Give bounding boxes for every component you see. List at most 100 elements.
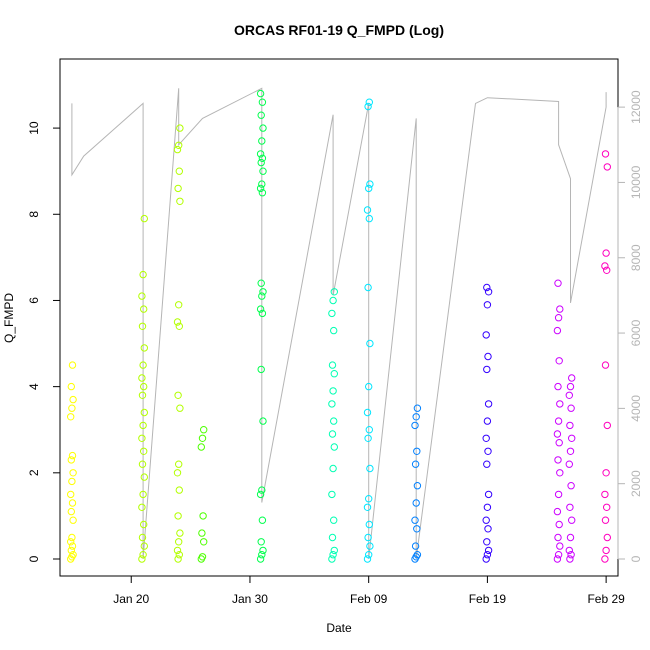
data-point xyxy=(68,451,77,460)
data-point xyxy=(258,309,267,318)
data-point xyxy=(328,555,336,563)
data-point xyxy=(69,516,77,524)
data-point xyxy=(138,460,147,468)
data-point xyxy=(365,426,373,434)
data-point xyxy=(484,288,493,296)
data-point xyxy=(68,477,76,486)
data-point xyxy=(138,503,146,511)
data-point xyxy=(363,503,372,511)
data-point xyxy=(329,296,337,305)
y2-tick-label: 10000 xyxy=(629,165,643,199)
data-point xyxy=(138,555,146,563)
data-point xyxy=(257,365,265,374)
chart-title: ORCAS RF01-19 Q_FMPD (Log) xyxy=(234,22,444,38)
data-point xyxy=(603,503,611,511)
data-point xyxy=(567,551,575,559)
data-point xyxy=(566,382,575,391)
data-point xyxy=(567,482,575,490)
data-point xyxy=(328,361,337,369)
data-point xyxy=(554,456,562,464)
data-point xyxy=(413,482,422,490)
data-point xyxy=(140,447,148,455)
data-point xyxy=(175,167,184,175)
data-point xyxy=(140,344,149,352)
data-point xyxy=(555,357,563,365)
data-point xyxy=(259,417,267,425)
data-point xyxy=(259,546,267,555)
data-point xyxy=(257,279,265,287)
data-point xyxy=(140,214,149,223)
data-point xyxy=(364,283,372,292)
data-point xyxy=(69,395,77,404)
data-point xyxy=(257,111,265,119)
y-tick-label: 2 xyxy=(27,469,41,476)
data-point xyxy=(556,305,564,313)
data-point xyxy=(556,542,564,550)
data-point xyxy=(174,555,182,563)
data-point xyxy=(139,421,147,430)
data-point xyxy=(603,533,611,542)
data-point xyxy=(140,473,149,481)
data-point xyxy=(198,529,206,537)
data-point xyxy=(365,214,373,223)
data-point xyxy=(556,469,564,477)
data-point xyxy=(553,326,562,335)
data-point xyxy=(68,533,76,542)
data-point xyxy=(482,516,490,524)
data-point xyxy=(175,322,184,330)
data-point xyxy=(413,551,422,559)
y2-tick-label: 12000 xyxy=(629,90,643,124)
data-point xyxy=(601,490,609,499)
data-point xyxy=(175,141,183,150)
data-point xyxy=(174,391,182,399)
data-point xyxy=(175,486,184,494)
data-point xyxy=(200,538,208,546)
x-axis: Jan 20 Jan 30 Feb 09 Feb 19 Feb 29 xyxy=(113,575,625,606)
data-point xyxy=(67,546,76,555)
data-point xyxy=(67,382,76,391)
data-point xyxy=(173,145,182,154)
data-point xyxy=(601,262,609,270)
data-point xyxy=(554,417,563,425)
data-point xyxy=(139,361,147,369)
data-point xyxy=(67,538,75,546)
data-point xyxy=(330,326,338,335)
data-point xyxy=(139,490,147,499)
data-point xyxy=(256,150,265,158)
data-point xyxy=(566,503,574,511)
data-point xyxy=(258,180,266,188)
data-point xyxy=(258,98,267,106)
data-point xyxy=(258,189,267,197)
data-point xyxy=(412,499,420,507)
data-point xyxy=(173,318,182,326)
data-point xyxy=(413,447,421,455)
data-point xyxy=(566,447,575,455)
data-point xyxy=(328,430,337,438)
data-point xyxy=(330,370,338,378)
data-point xyxy=(69,551,77,559)
data-point xyxy=(413,525,421,533)
data-point xyxy=(258,154,267,163)
data-point xyxy=(328,490,336,499)
data-point xyxy=(256,490,265,499)
data-point xyxy=(484,546,493,555)
data-point xyxy=(176,197,184,206)
data-point xyxy=(363,408,372,417)
data-point xyxy=(140,382,148,391)
data-point xyxy=(484,525,492,533)
data-point xyxy=(364,434,372,442)
data-point xyxy=(330,443,338,451)
y2-tick-label: 6000 xyxy=(629,319,643,346)
data-point xyxy=(258,516,267,524)
data-point xyxy=(138,434,146,442)
data-point xyxy=(601,361,610,369)
y-tick-label: 10 xyxy=(27,121,41,135)
y2-tick-label: 2000 xyxy=(629,470,643,497)
data-point xyxy=(565,460,573,468)
data-point xyxy=(482,555,490,563)
data-point xyxy=(483,503,492,511)
data-point xyxy=(365,495,373,503)
data-point xyxy=(256,555,265,563)
data-point xyxy=(363,206,372,214)
data-point xyxy=(257,538,265,546)
